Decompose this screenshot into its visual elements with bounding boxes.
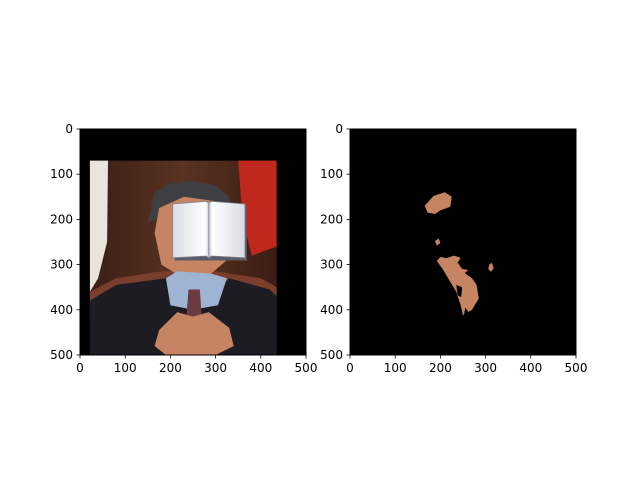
right-y-tick-label: 0 [335, 122, 343, 136]
right-x-tick-label: 0 [346, 361, 354, 375]
skin-mask [424, 192, 494, 316]
skin-region [435, 238, 441, 246]
clasped-hands [154, 312, 234, 355]
right-x-tick-label: 200 [429, 361, 452, 375]
right-y-tick-label: 300 [320, 258, 343, 272]
left-x-tick-label: 100 [114, 361, 137, 375]
right-image-panel: 0 100 200 300 400 500 0 100 200 300 400 500 [320, 122, 587, 375]
book-icon [172, 200, 247, 261]
left-y-tick-label: 300 [50, 258, 73, 272]
mask-hole [456, 284, 463, 298]
right-image-background [350, 129, 576, 355]
right-y-tick-label: 500 [320, 348, 343, 362]
right-y-tick-label: 400 [320, 303, 343, 317]
right-y-axis: 0 100 200 300 400 500 [320, 122, 350, 362]
right-x-tick-label: 300 [474, 361, 497, 375]
skin-region [488, 262, 494, 272]
left-y-tick-label: 200 [50, 212, 73, 226]
left-y-tick-label: 100 [50, 167, 73, 181]
book-spine [208, 203, 210, 258]
skin-region [440, 255, 461, 264]
mask-hole [463, 307, 469, 316]
left-y-tick-label: 500 [50, 348, 73, 362]
left-y-tick-label: 400 [50, 303, 73, 317]
skin-region [424, 192, 452, 214]
flag-right [238, 160, 277, 256]
left-x-tick-label: 500 [295, 361, 318, 375]
skin-region [458, 268, 469, 275]
right-y-tick-label: 200 [320, 212, 343, 226]
right-x-tick-label: 100 [384, 361, 407, 375]
right-x-axis: 0 100 200 300 400 500 [346, 355, 587, 375]
right-x-tick-label: 400 [519, 361, 542, 375]
left-x-tick-label: 300 [204, 361, 227, 375]
left-x-axis: 0 100 200 300 400 500 [76, 355, 317, 375]
left-x-tick-label: 400 [249, 361, 272, 375]
left-axes-frame [79, 128, 307, 356]
flag-left [89, 160, 108, 292]
left-x-tick-label: 200 [159, 361, 182, 375]
left-y-axis: 0 100 200 300 400 500 [50, 122, 80, 362]
right-y-tick-label: 100 [320, 167, 343, 181]
left-y-tick-label: 0 [65, 122, 73, 136]
right-x-tick-label: 500 [565, 361, 588, 375]
left-x-tick-label: 0 [76, 361, 84, 375]
left-image-panel: 0 100 200 300 400 500 0 100 200 300 400 500 [50, 122, 317, 375]
right-axes-frame [349, 128, 577, 356]
